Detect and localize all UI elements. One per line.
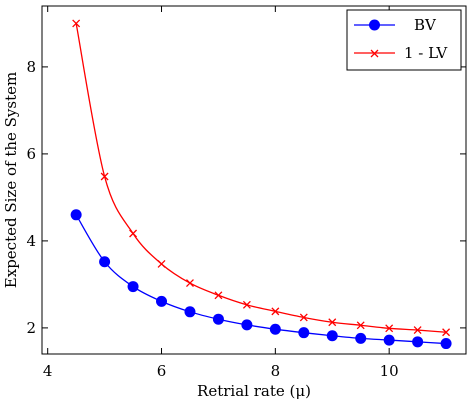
legend: BV 1 - LV [346,9,462,71]
data-point [356,321,365,330]
data-point [127,281,139,293]
tick-marks [42,6,466,354]
legend-box [346,9,462,71]
data-point [241,319,253,331]
legend-bv-label: BV [414,16,437,34]
data-point [72,19,81,28]
data-point [299,313,308,322]
data-point [413,326,422,335]
data-point [298,327,310,339]
legend-bv-marker [369,19,380,31]
data-point [326,330,338,342]
data-point [212,313,224,325]
data-point [242,300,251,309]
data-point [100,172,109,181]
data-point [99,256,111,268]
x-tick-label: 10 [380,362,399,380]
data-point [269,323,281,335]
series-layer [70,19,452,350]
data-point [129,229,138,238]
data-point [440,338,452,350]
data-point [328,318,337,327]
data-point [412,336,424,348]
legend-lv-marker [370,49,379,58]
x-axis-label: Retrial rate (μ) [197,382,311,400]
series-line [75,23,447,333]
data-point [355,332,367,344]
data-point [442,328,451,337]
y-tick-label: 2 [26,319,36,337]
series-lv [72,19,451,337]
x-tick-label: 6 [157,362,167,380]
y-tick-label: 8 [26,58,36,76]
tick-labels: 4 6 8 10 2 4 6 8 [26,58,398,380]
data-point [271,307,280,316]
data-point [156,295,168,307]
y-tick-label: 6 [26,145,36,163]
data-point [385,324,394,333]
data-point [383,334,395,346]
y-axis-label: Expected Size of the System [2,72,20,288]
data-point [186,279,194,288]
y-tick-label: 4 [26,232,36,250]
x-tick-label: 4 [43,362,53,380]
data-point [70,209,82,221]
series-bv [70,209,452,350]
x-tick-label: 8 [271,362,281,380]
plot-frame [41,5,467,355]
data-point [157,259,166,268]
legend-lv-label: 1 - LV [404,44,448,62]
data-point [184,306,196,318]
data-point [214,291,223,300]
